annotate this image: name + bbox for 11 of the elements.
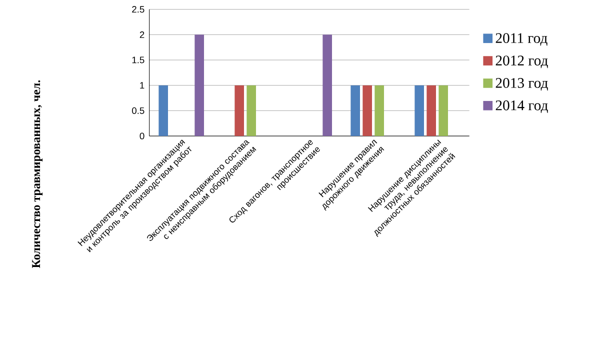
legend-label: 2013 год [496, 78, 548, 91]
y-axis-title: Количество травмированных, чел. [32, 80, 43, 268]
legend-label: 2011 год [496, 33, 548, 46]
legend-label: 2014 год [496, 100, 548, 114]
y-tick-label: 1.5 [132, 56, 144, 64]
y-tick-label: 1 [140, 82, 144, 89]
y-tick-label: 2 [140, 31, 144, 38]
y-tick-label: 2.5 [132, 6, 144, 13]
y-tick-label: 0 [140, 132, 144, 140]
legend-label: 2012 год [496, 56, 548, 68]
y-tick-label: 0.5 [132, 107, 144, 114]
